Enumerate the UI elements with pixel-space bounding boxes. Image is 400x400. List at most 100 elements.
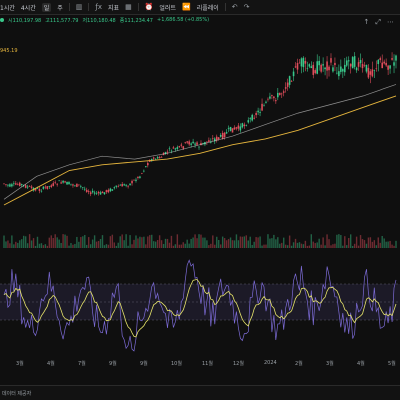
candle-body: [257, 110, 259, 113]
volume-bar: [379, 242, 381, 248]
candle-body: [393, 62, 395, 66]
candle-body: [44, 186, 47, 188]
volume-bar: [391, 244, 393, 248]
volume-bar: [198, 234, 200, 248]
volume-bar: [229, 237, 232, 248]
volume-bar: [109, 236, 112, 248]
interval-week[interactable]: 주: [57, 4, 63, 12]
volume-bar: [237, 240, 240, 248]
candle-body: [223, 132, 226, 137]
candle-body: [85, 189, 88, 192]
volume-bar: [294, 238, 297, 248]
more-icon[interactable]: ⋯: [387, 18, 394, 26]
candle-body: [363, 64, 366, 66]
candle-body: [271, 95, 273, 97]
interval-day[interactable]: 일: [41, 2, 52, 12]
volume-bar: [348, 238, 350, 248]
candle-body: [66, 181, 68, 185]
move-up-icon[interactable]: ↑: [363, 18, 370, 26]
candle-body: [99, 192, 102, 195]
alert-button[interactable]: 얼러트: [159, 4, 176, 12]
maximize-icon[interactable]: ⤢: [375, 18, 381, 26]
interval-4h[interactable]: 4시간: [20, 4, 36, 12]
candle-body: [131, 180, 133, 184]
candle-body: [129, 183, 131, 186]
footer-bar: 데이터 제공자: [0, 385, 400, 400]
indicators-button[interactable]: 지표: [108, 4, 120, 12]
candle-body: [70, 183, 72, 185]
candle-body: [133, 179, 135, 181]
volume-bar: [219, 244, 222, 248]
alert-icon[interactable]: ⏰: [144, 3, 154, 11]
rsi-line: [3, 259, 397, 352]
interval-1h[interactable]: 1시간: [0, 4, 15, 12]
candle-body: [48, 186, 51, 187]
candle-body: [263, 105, 265, 107]
volume-bar: [247, 240, 249, 248]
candle-body: [40, 190, 43, 192]
volume-bar: [36, 236, 39, 248]
volume-bar: [117, 242, 119, 248]
volume-bar: [30, 240, 33, 248]
volume-bar: [164, 238, 167, 248]
volume-bar: [133, 239, 135, 248]
volume-bar: [393, 245, 395, 248]
chart-type-icon[interactable]: ▥: [75, 3, 83, 11]
volume-bar: [216, 236, 218, 248]
candle-body: [111, 189, 114, 191]
candle-body: [145, 166, 147, 168]
volume-bar: [105, 244, 108, 248]
candle-body: [355, 67, 358, 71]
volume-bar: [349, 234, 352, 248]
candle-body: [381, 62, 384, 69]
volume-bar: [15, 241, 17, 248]
candle-body: [383, 61, 385, 64]
indicators-icon[interactable]: ƒx: [95, 3, 103, 11]
volume-bar: [170, 235, 173, 248]
candle-body: [312, 64, 315, 75]
candle-body: [24, 185, 27, 188]
volume-bar: [74, 243, 76, 248]
replay-button[interactable]: 리플레이: [196, 4, 219, 12]
candle-body: [225, 132, 228, 134]
candle-body: [215, 136, 218, 141]
candle-body: [302, 57, 305, 68]
volume-bar: [82, 236, 84, 248]
volume-bar: [373, 240, 376, 248]
volume-bar: [204, 237, 206, 248]
candle-body: [328, 66, 330, 71]
volume-bar: [93, 235, 96, 248]
volume-bar: [34, 245, 37, 248]
volume-bar: [253, 241, 255, 248]
candle-body: [117, 186, 120, 188]
volume-bar: [26, 243, 29, 248]
volume-bar: [160, 240, 163, 248]
x-axis-tick-label: 11월: [202, 361, 213, 367]
candle-body: [184, 142, 187, 143]
volume-bar: [310, 234, 312, 248]
layout-icon[interactable]: ▦: [125, 3, 132, 11]
volume-bar: [196, 238, 198, 248]
volume-bar: [359, 235, 362, 248]
volume-bar: [154, 241, 157, 248]
undo-icon[interactable]: ↶: [231, 3, 238, 11]
candle-body: [247, 120, 250, 123]
volume-bar: [103, 245, 106, 248]
candle-body: [280, 93, 283, 95]
volume-bar: [121, 234, 123, 248]
high-value: 고111,577.79: [45, 17, 79, 24]
series-line-fast: [3, 84, 397, 200]
volume-bar: [271, 238, 273, 248]
candle-body: [320, 64, 322, 72]
volume-bar: [84, 234, 86, 248]
redo-icon[interactable]: ↷: [243, 3, 250, 11]
candle-body: [255, 112, 257, 116]
candle-body: [316, 61, 319, 74]
replay-icon[interactable]: ⏪: [181, 3, 191, 11]
volume-bar: [24, 236, 27, 248]
candle-body: [196, 142, 198, 145]
volume-bar: [80, 237, 82, 248]
candle-body: [80, 186, 82, 187]
volume-bar: [353, 243, 356, 248]
